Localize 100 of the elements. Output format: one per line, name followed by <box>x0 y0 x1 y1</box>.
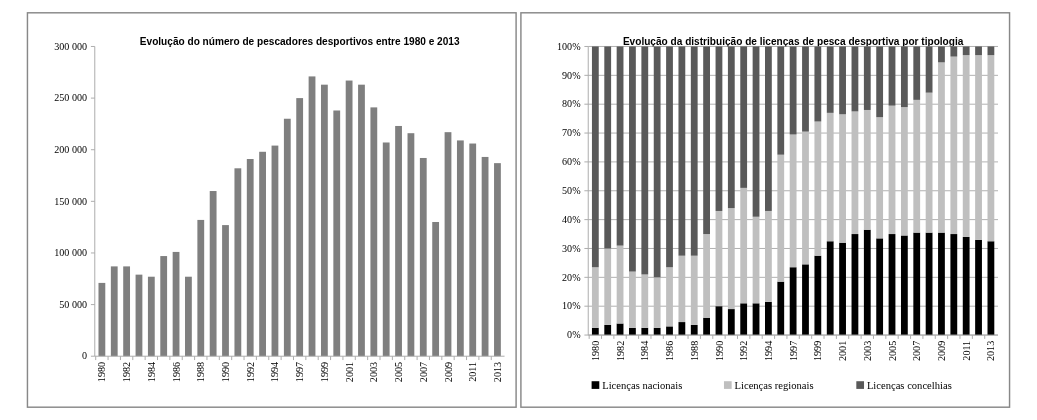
bar <box>160 256 168 357</box>
bar <box>727 46 735 209</box>
bar <box>876 117 884 239</box>
bar <box>591 46 599 268</box>
bar <box>666 326 673 336</box>
y-tick-label: 10% <box>562 300 582 312</box>
bar <box>900 46 908 108</box>
bar <box>727 208 735 310</box>
bar <box>740 187 748 304</box>
bar <box>876 46 884 118</box>
bar <box>839 114 846 243</box>
bar <box>727 309 735 336</box>
bar <box>197 219 205 357</box>
bar <box>370 107 378 357</box>
bar <box>678 255 686 323</box>
bar <box>703 234 710 318</box>
bar <box>814 255 822 336</box>
bar <box>185 276 192 357</box>
y-tick-label: 250 000 <box>54 92 88 104</box>
x-tick-label: 2011 <box>467 361 479 382</box>
x-tick-label: 2009 <box>442 361 454 383</box>
y-tick-label: 200 000 <box>54 143 88 155</box>
bar <box>777 154 785 282</box>
bar <box>863 109 871 230</box>
bar <box>358 84 365 357</box>
y-tick-label: 20% <box>562 271 582 283</box>
y-tick-label: 30% <box>562 242 582 254</box>
x-tick-label: 1990 <box>220 361 232 383</box>
x-tick-label: 2011 <box>960 340 972 361</box>
bar <box>925 46 933 93</box>
x-tick-label: 1994 <box>269 361 281 383</box>
bar <box>678 46 686 256</box>
legend-label: Licenças regionais <box>734 379 814 391</box>
bar <box>789 267 797 336</box>
bar <box>629 271 636 328</box>
bar <box>147 276 155 357</box>
bar <box>975 46 982 56</box>
bar <box>234 168 242 357</box>
bar <box>629 46 636 272</box>
x-tick-label: 1986 <box>664 340 676 362</box>
x-tick-label: 2007 <box>417 361 429 383</box>
bar <box>222 225 229 357</box>
bar <box>259 151 266 357</box>
bar <box>975 239 982 336</box>
bar <box>863 229 871 336</box>
bar <box>962 46 970 56</box>
y-tick-label: 0% <box>567 329 582 341</box>
x-tick-label: 1988 <box>195 361 207 383</box>
bar <box>777 281 785 336</box>
bar <box>802 46 809 132</box>
bar <box>962 55 970 237</box>
y-tick-label: 300 000 <box>54 40 88 52</box>
x-tick-label: 1980 <box>96 361 108 383</box>
x-tick-label: 2005 <box>393 361 405 383</box>
bar <box>110 266 118 357</box>
x-tick-label: 1992 <box>244 361 256 383</box>
bar <box>283 118 291 357</box>
x-tick-label: 1986 <box>170 361 182 383</box>
legend-label: Licenças concelhias <box>866 379 952 391</box>
bar <box>938 46 945 63</box>
bar <box>333 110 341 357</box>
bar <box>900 235 908 336</box>
bar <box>913 99 921 233</box>
y-tick-label: 50 000 <box>59 298 88 310</box>
bar <box>950 46 958 57</box>
x-tick-label: 2007 <box>911 340 923 362</box>
bar <box>938 62 945 233</box>
bar <box>98 282 106 357</box>
x-tick-label: 1988 <box>688 340 700 362</box>
x-tick-label: 2013 <box>985 340 997 362</box>
bar <box>765 301 772 336</box>
bar <box>320 84 328 357</box>
x-tick-label: 1997 <box>294 361 306 383</box>
bar <box>653 46 661 278</box>
bar <box>826 241 834 336</box>
bar <box>432 221 440 357</box>
x-tick-label: 1982 <box>614 340 626 362</box>
bar <box>246 159 254 357</box>
bar <box>703 46 710 235</box>
bar <box>604 46 612 249</box>
bar <box>345 80 353 357</box>
bar <box>690 255 698 325</box>
bar <box>938 232 945 336</box>
chart-title: Evolução do número de pescadores desportivos entre 1980 e 2013 <box>139 35 460 47</box>
y-tick-label: 40% <box>562 213 582 225</box>
bar <box>690 324 698 336</box>
y-tick-label: 0 <box>82 350 88 362</box>
y-tick-label: 80% <box>562 98 582 110</box>
bar <box>209 191 217 357</box>
bar <box>469 143 477 357</box>
bar <box>395 125 402 357</box>
x-tick-label: 1984 <box>145 361 157 383</box>
bar <box>740 303 748 336</box>
bar <box>678 322 686 336</box>
y-tick-label: 50% <box>562 184 582 196</box>
x-tick-label: 2013 <box>491 361 503 383</box>
x-tick-label: 1999 <box>318 361 330 383</box>
x-tick-label: 2001 <box>343 361 355 383</box>
bar <box>641 274 649 328</box>
bar <box>962 236 970 336</box>
